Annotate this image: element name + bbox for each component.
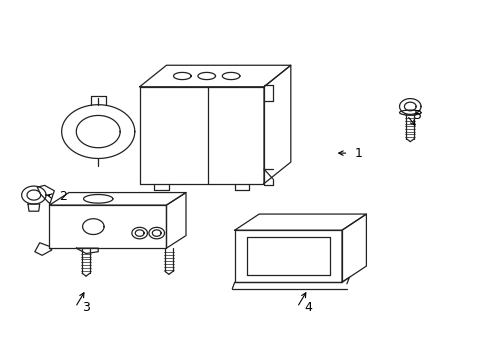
Text: 2: 2 [59, 190, 67, 203]
Text: 3: 3 [82, 301, 90, 314]
Text: 5: 5 [413, 109, 421, 122]
Text: 4: 4 [304, 301, 311, 314]
Text: 1: 1 [354, 147, 362, 159]
